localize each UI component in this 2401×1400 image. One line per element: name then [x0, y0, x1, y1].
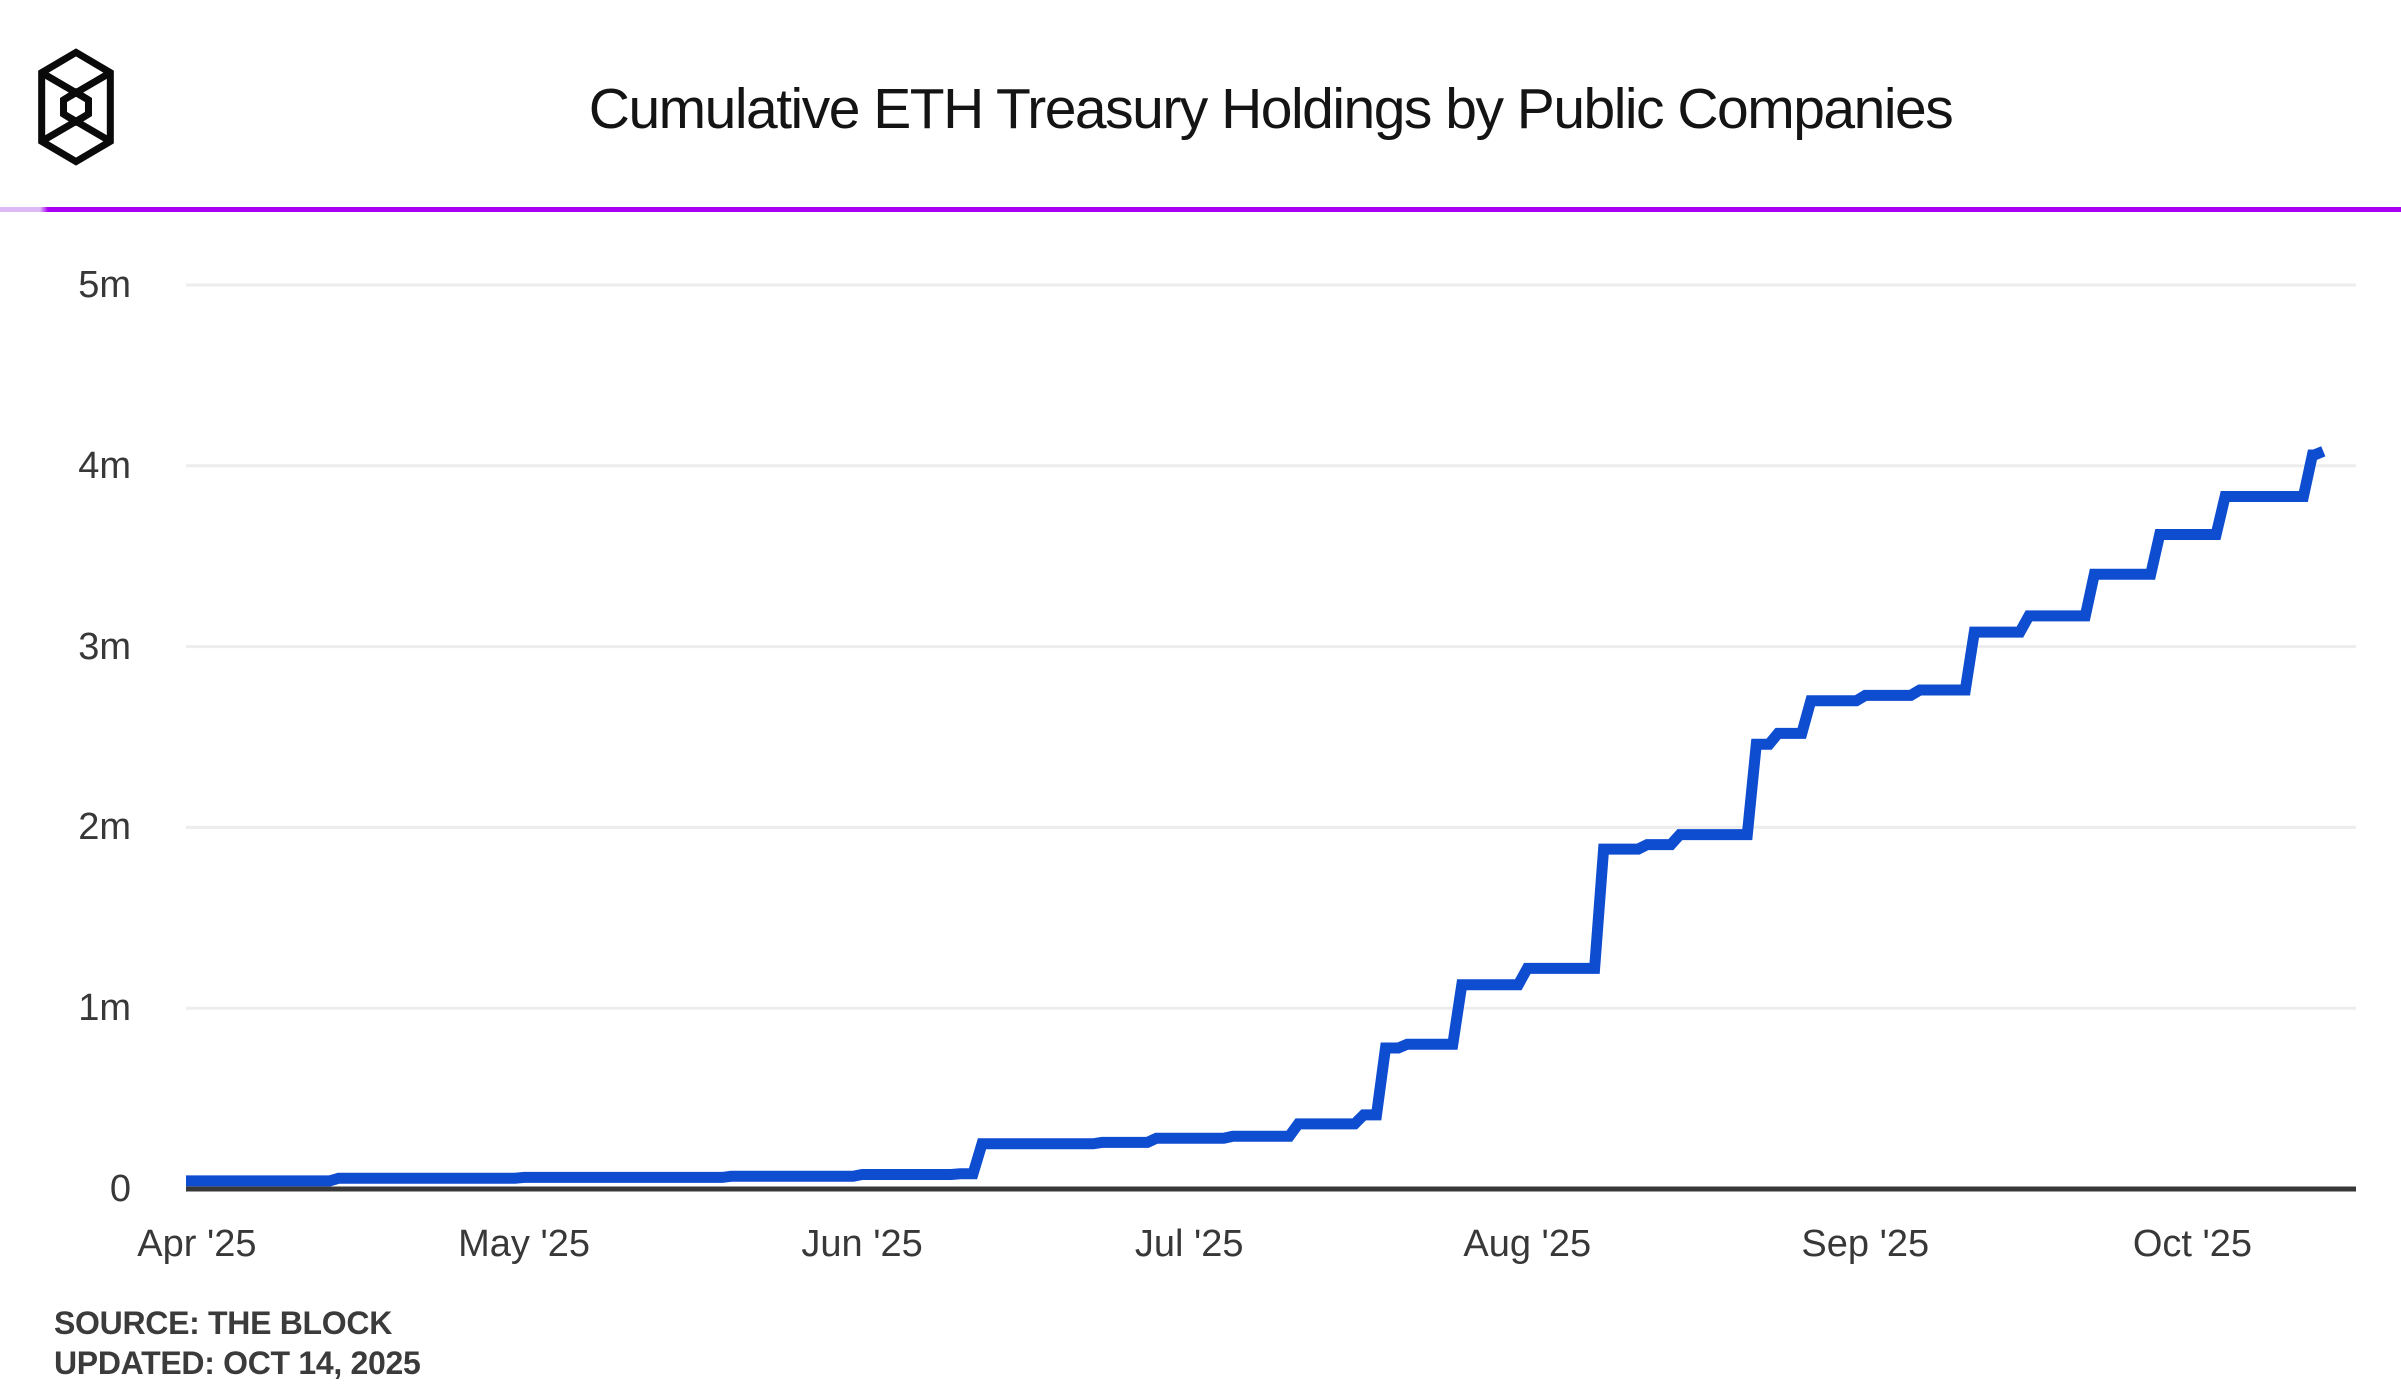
the-block-logo-icon[interactable] — [37, 48, 115, 166]
series-line-eth-holdings[interactable] — [186, 446, 2326, 1187]
chart-title: Cumulative ETH Treasury Holdings by Publ… — [588, 77, 1954, 141]
header-accent-rule — [0, 207, 2401, 212]
x-tick-label: Jun '25 — [801, 1223, 923, 1265]
x-tick-label: Apr '25 — [137, 1223, 257, 1265]
x-tick-label: Jul '25 — [1134, 1223, 1244, 1265]
y-tick-label: 3m — [78, 625, 131, 668]
source-line: SOURCE: THE BLOCK — [54, 1305, 393, 1341]
y-tick-label: 0 — [109, 1168, 131, 1210]
x-tick-label: Aug '25 — [1463, 1223, 1592, 1265]
y-tick-label: 5m — [78, 264, 131, 306]
x-tick-label: Sep '25 — [1801, 1223, 1930, 1265]
x-tick-label: May '25 — [458, 1223, 590, 1265]
y-tick-label: 4m — [78, 444, 131, 487]
source-note: SOURCE: THE BLOCK UPDATED: OCT 14, 2025 — [54, 1303, 421, 1383]
y-tick-label: 2m — [78, 806, 131, 849]
updated-line: UPDATED: OCT 14, 2025 — [54, 1345, 421, 1381]
x-tick-label: Oct '25 — [2132, 1223, 2253, 1265]
y-tick-label: 1m — [78, 987, 131, 1030]
